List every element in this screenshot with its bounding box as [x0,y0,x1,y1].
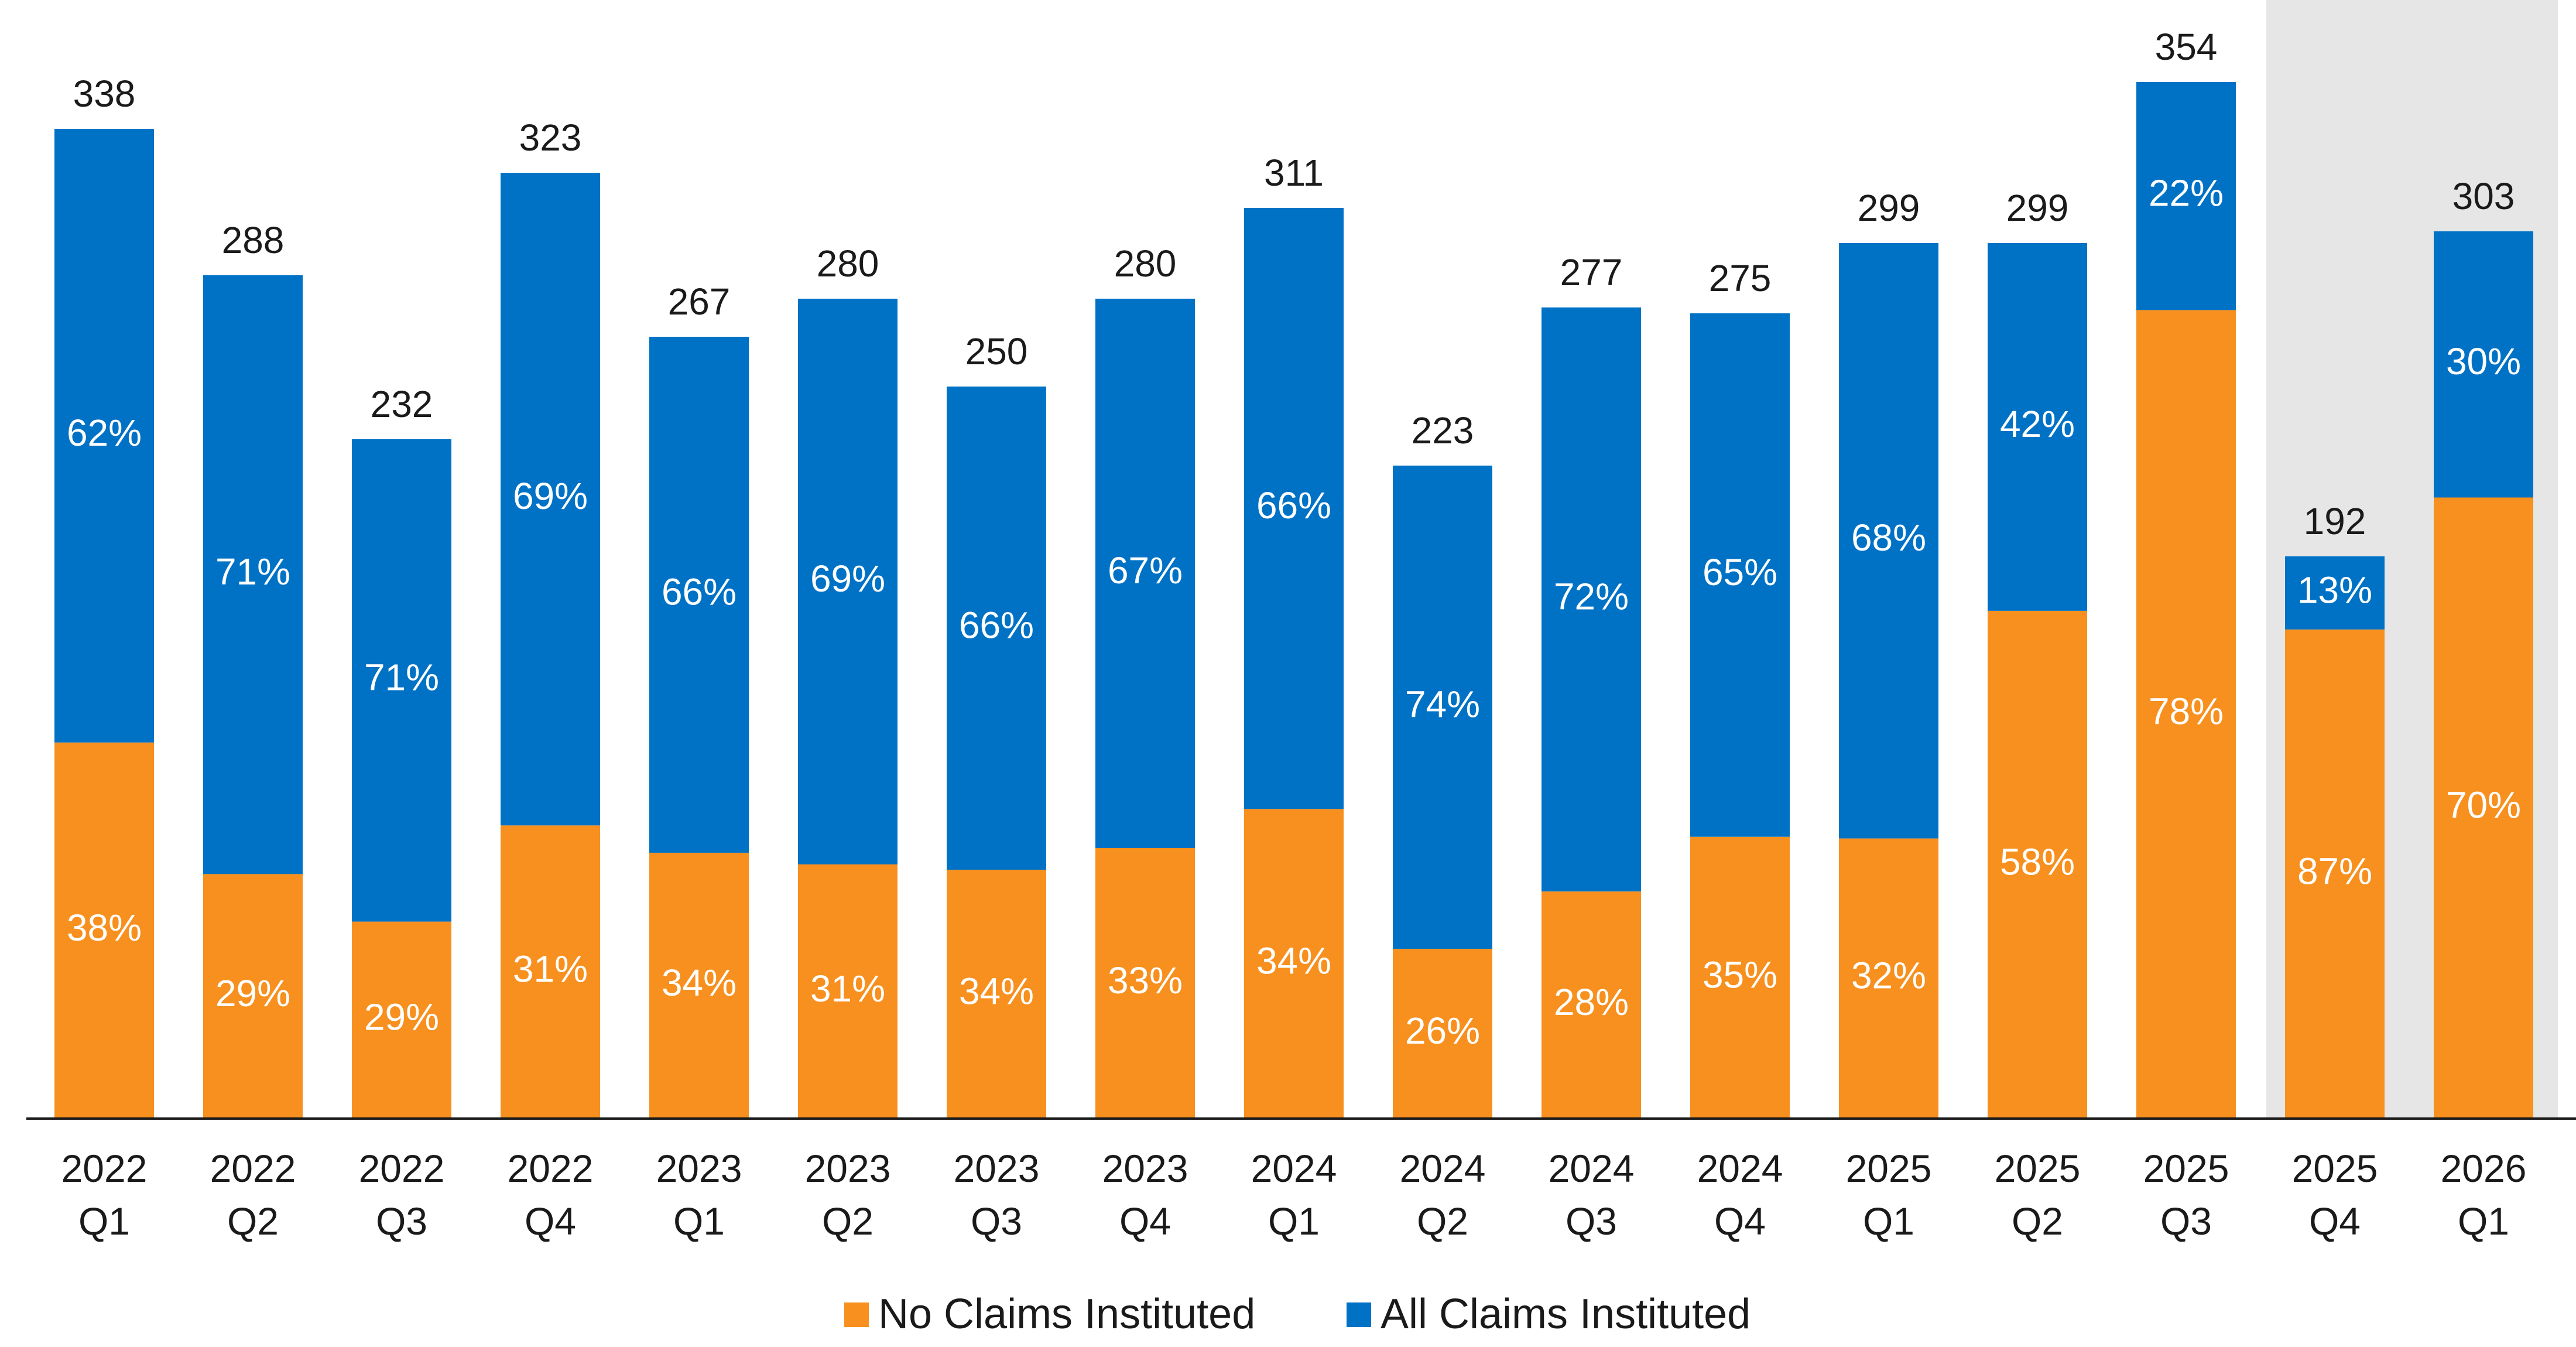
tick-label-year-6: 2023 [954,1147,1040,1190]
tick-label-year-8: 2024 [1251,1147,1337,1190]
total-label-16: 303 [2452,175,2515,217]
pct-label-no-claims-10: 28% [1554,981,1629,1023]
tick-label-quarter-13: Q2 [2012,1199,2063,1243]
pct-label-all-claims-11: 65% [1703,551,1777,593]
tick-label-year-10: 2024 [1549,1147,1635,1190]
total-label-1: 288 [222,219,285,261]
tick-label-quarter-9: Q2 [1417,1199,1468,1243]
tick-label-quarter-8: Q1 [1268,1199,1320,1243]
pct-label-no-claims-8: 34% [1256,940,1331,982]
tick-label-quarter-11: Q4 [1714,1199,1766,1243]
tick-label-quarter-0: Q1 [78,1199,130,1243]
pct-label-no-claims-2: 29% [364,996,439,1038]
tick-label-quarter-5: Q2 [822,1199,873,1243]
pct-label-no-claims-5: 31% [810,967,885,1010]
pct-label-all-claims-5: 69% [810,558,885,600]
total-label-12: 299 [1858,187,1920,229]
pct-label-all-claims-15: 13% [2297,569,2372,611]
tick-label-year-1: 2022 [210,1147,296,1190]
pct-label-no-claims-3: 31% [513,948,588,990]
tick-label-year-15: 2025 [2292,1147,2378,1190]
tick-label-year-14: 2025 [2143,1147,2229,1190]
tick-label-year-2: 2022 [359,1147,445,1190]
pct-label-all-claims-9: 74% [1405,683,1480,725]
stacked-bar-chart: 338 38% 62% 2022 Q1 288 29% 71% 2022 Q2 232 29% 71% 2… [0,0,2576,1347]
tick-label-year-11: 2024 [1697,1147,1783,1190]
tick-label-year-12: 2025 [1846,1147,1932,1190]
tick-label-quarter-12: Q1 [1863,1199,1914,1243]
tick-label-quarter-7: Q4 [1119,1199,1171,1243]
total-label-15: 192 [2304,500,2366,542]
pct-label-no-claims-7: 33% [1108,959,1183,1001]
tick-label-year-7: 2023 [1102,1147,1188,1190]
pct-label-all-claims-6: 66% [959,604,1034,646]
tick-label-year-13: 2025 [1995,1147,2081,1190]
tick-label-quarter-3: Q4 [525,1199,576,1243]
tick-label-year-4: 2023 [656,1147,742,1190]
legend: No Claims Instituted All Claims Institute… [844,1291,1751,1338]
pct-label-no-claims-0: 38% [67,907,142,949]
chart-root: 338 38% 62% 2022 Q1 288 29% 71% 2022 Q2 232 29% 71% 2… [0,0,2576,1347]
pct-label-no-claims-4: 34% [662,962,737,1004]
total-label-5: 280 [817,242,879,285]
pct-label-all-claims-16: 30% [2446,340,2521,382]
total-label-13: 299 [2006,187,2069,229]
tick-label-year-0: 2022 [61,1147,148,1190]
tick-label-year-3: 2022 [508,1147,594,1190]
pct-label-no-claims-6: 34% [959,970,1034,1012]
pct-label-all-claims-14: 22% [2149,172,2224,214]
total-label-3: 323 [519,117,582,159]
total-label-10: 277 [1560,251,1623,293]
tick-label-quarter-6: Q3 [971,1199,1022,1243]
pct-label-all-claims-3: 69% [513,475,588,517]
pct-label-all-claims-10: 72% [1554,576,1629,618]
tick-label-quarter-15: Q4 [2309,1199,2361,1243]
tick-label-quarter-14: Q3 [2160,1199,2212,1243]
pct-label-no-claims-14: 78% [2149,690,2224,733]
pct-label-no-claims-13: 58% [2000,840,2075,883]
total-label-4: 267 [668,281,731,323]
pct-label-all-claims-1: 71% [215,551,290,593]
pct-label-no-claims-1: 29% [215,972,290,1014]
legend-swatch-1 [1347,1302,1371,1327]
pct-label-all-claims-2: 71% [364,657,439,699]
tick-label-quarter-1: Q2 [227,1199,279,1243]
pct-label-no-claims-15: 87% [2297,850,2372,892]
pct-label-all-claims-12: 68% [1851,517,1926,559]
pct-label-all-claims-7: 67% [1108,549,1183,592]
pct-label-all-claims-4: 66% [662,570,737,613]
total-label-9: 223 [1412,409,1474,452]
pct-label-no-claims-9: 26% [1405,1010,1480,1052]
total-label-0: 338 [73,73,136,115]
tick-label-quarter-16: Q1 [2458,1199,2509,1243]
pct-label-all-claims-0: 62% [67,412,142,454]
legend-label-1: All Claims Instituted [1381,1291,1751,1338]
pct-label-no-claims-16: 70% [2446,784,2521,826]
total-label-14: 354 [2155,26,2218,68]
total-label-11: 275 [1709,257,1772,299]
tick-label-quarter-4: Q1 [673,1199,725,1243]
pct-label-no-claims-11: 35% [1703,953,1777,996]
total-label-6: 250 [965,330,1028,372]
total-label-2: 232 [371,383,433,425]
pct-label-no-claims-12: 32% [1851,955,1926,997]
total-label-7: 280 [1114,242,1177,285]
pct-label-all-claims-13: 42% [2000,403,2075,445]
legend-label-0: No Claims Instituted [878,1291,1255,1338]
tick-label-quarter-2: Q3 [376,1199,427,1243]
tick-label-quarter-10: Q3 [1566,1199,1617,1243]
tick-label-year-9: 2024 [1400,1147,1486,1190]
total-label-8: 311 [1264,152,1324,194]
pct-label-all-claims-8: 66% [1256,484,1331,527]
tick-label-year-16: 2026 [2441,1147,2527,1190]
tick-label-year-5: 2023 [805,1147,891,1190]
legend-swatch-0 [844,1302,869,1327]
